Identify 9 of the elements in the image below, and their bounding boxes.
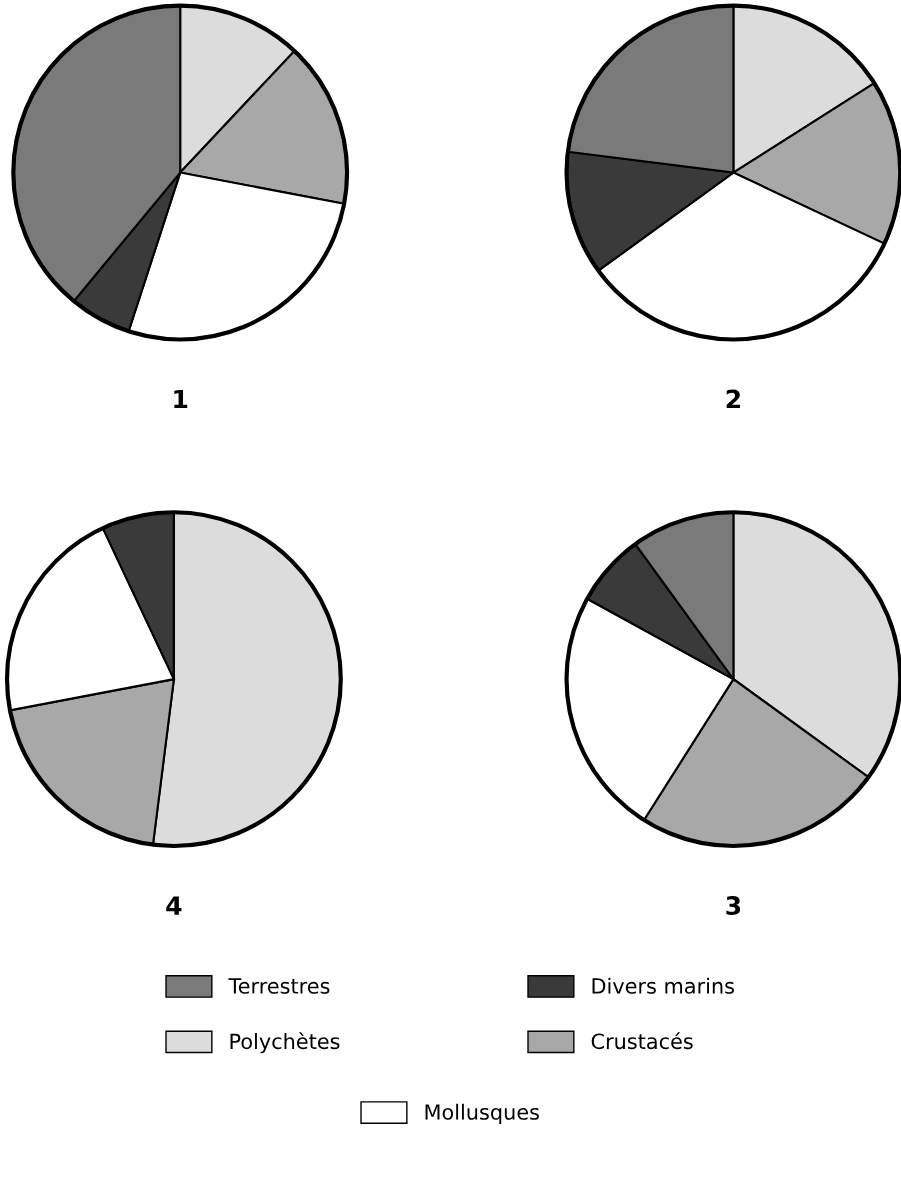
legend-label: Mollusques bbox=[425, 1103, 539, 1124]
legend-label: Terrestres bbox=[228, 978, 330, 994]
text: 3 bbox=[726, 896, 741, 915]
legend-label: Crustacés bbox=[591, 1032, 693, 1050]
legend-label: Divers marins bbox=[592, 977, 734, 994]
text: 4 bbox=[166, 896, 182, 915]
text: 2 bbox=[726, 389, 740, 409]
legend-label: Polychètes bbox=[230, 1032, 340, 1054]
text: 1 bbox=[174, 389, 188, 409]
